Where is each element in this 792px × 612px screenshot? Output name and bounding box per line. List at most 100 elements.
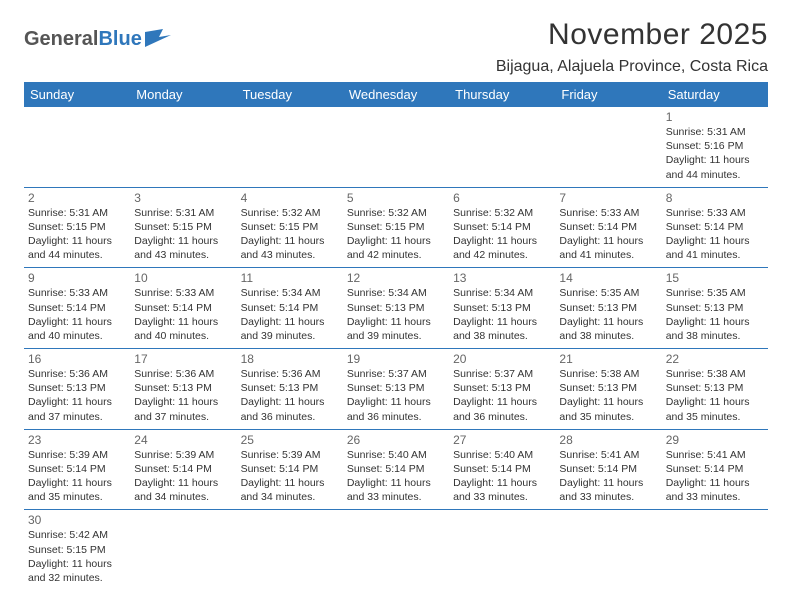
- day-info: Sunrise: 5:39 AMSunset: 5:14 PMDaylight:…: [241, 448, 339, 505]
- day-number: 16: [28, 352, 126, 366]
- sunset-line: Sunset: 5:14 PM: [134, 462, 232, 476]
- sunset-line: Sunset: 5:16 PM: [666, 139, 764, 153]
- weekday-header: Wednesday: [343, 82, 449, 107]
- sunrise-line: Sunrise: 5:33 AM: [134, 286, 232, 300]
- sunrise-line: Sunrise: 5:38 AM: [666, 367, 764, 381]
- sunset-line: Sunset: 5:15 PM: [347, 220, 445, 234]
- sunset-line: Sunset: 5:13 PM: [347, 301, 445, 315]
- day-number: 18: [241, 352, 339, 366]
- flag-icon: [145, 29, 171, 47]
- daylight-line: Daylight: 11 hours and 42 minutes.: [453, 234, 551, 262]
- sunset-line: Sunset: 5:14 PM: [453, 462, 551, 476]
- sunset-line: Sunset: 5:13 PM: [134, 381, 232, 395]
- weekday-header: Friday: [555, 82, 661, 107]
- sunrise-line: Sunrise: 5:33 AM: [28, 286, 126, 300]
- day-number: 30: [28, 513, 126, 527]
- daylight-line: Daylight: 11 hours and 42 minutes.: [347, 234, 445, 262]
- calendar-cell: 27Sunrise: 5:40 AMSunset: 5:14 PMDayligh…: [449, 429, 555, 510]
- day-info: Sunrise: 5:35 AMSunset: 5:13 PMDaylight:…: [559, 286, 657, 343]
- daylight-line: Daylight: 11 hours and 32 minutes.: [28, 557, 126, 585]
- calendar-cell: [24, 107, 130, 187]
- sunrise-line: Sunrise: 5:31 AM: [28, 206, 126, 220]
- month-title: November 2025: [496, 18, 768, 52]
- daylight-line: Daylight: 11 hours and 36 minutes.: [347, 395, 445, 423]
- calendar-cell: 18Sunrise: 5:36 AMSunset: 5:13 PMDayligh…: [237, 349, 343, 430]
- day-number: 21: [559, 352, 657, 366]
- calendar-cell: 1Sunrise: 5:31 AMSunset: 5:16 PMDaylight…: [662, 107, 768, 187]
- calendar-cell: [237, 510, 343, 590]
- daylight-line: Daylight: 11 hours and 34 minutes.: [241, 476, 339, 504]
- logo-text-general: General: [24, 28, 98, 51]
- day-number: 29: [666, 433, 764, 447]
- day-info: Sunrise: 5:33 AMSunset: 5:14 PMDaylight:…: [559, 206, 657, 263]
- sunset-line: Sunset: 5:13 PM: [666, 301, 764, 315]
- calendar-cell: 10Sunrise: 5:33 AMSunset: 5:14 PMDayligh…: [130, 268, 236, 349]
- day-number: 19: [347, 352, 445, 366]
- calendar-cell: [449, 510, 555, 590]
- calendar-row: 30Sunrise: 5:42 AMSunset: 5:15 PMDayligh…: [24, 510, 768, 590]
- daylight-line: Daylight: 11 hours and 33 minutes.: [559, 476, 657, 504]
- calendar-cell: [662, 510, 768, 590]
- calendar-cell: 7Sunrise: 5:33 AMSunset: 5:14 PMDaylight…: [555, 187, 661, 268]
- day-info: Sunrise: 5:33 AMSunset: 5:14 PMDaylight:…: [134, 286, 232, 343]
- day-number: 4: [241, 191, 339, 205]
- day-number: 13: [453, 271, 551, 285]
- daylight-line: Daylight: 11 hours and 36 minutes.: [453, 395, 551, 423]
- day-number: 8: [666, 191, 764, 205]
- day-info: Sunrise: 5:36 AMSunset: 5:13 PMDaylight:…: [28, 367, 126, 424]
- calendar-cell: 23Sunrise: 5:39 AMSunset: 5:14 PMDayligh…: [24, 429, 130, 510]
- sunrise-line: Sunrise: 5:39 AM: [241, 448, 339, 462]
- title-block: November 2025 Bijagua, Alajuela Province…: [496, 18, 768, 76]
- calendar-cell: [130, 510, 236, 590]
- day-number: 14: [559, 271, 657, 285]
- sunset-line: Sunset: 5:14 PM: [241, 301, 339, 315]
- daylight-line: Daylight: 11 hours and 33 minutes.: [347, 476, 445, 504]
- day-number: 27: [453, 433, 551, 447]
- calendar-cell: 17Sunrise: 5:36 AMSunset: 5:13 PMDayligh…: [130, 349, 236, 430]
- day-info: Sunrise: 5:31 AMSunset: 5:15 PMDaylight:…: [134, 206, 232, 263]
- sunset-line: Sunset: 5:14 PM: [453, 220, 551, 234]
- daylight-line: Daylight: 11 hours and 44 minutes.: [28, 234, 126, 262]
- sunset-line: Sunset: 5:13 PM: [559, 381, 657, 395]
- calendar-cell: 21Sunrise: 5:38 AMSunset: 5:13 PMDayligh…: [555, 349, 661, 430]
- sunrise-line: Sunrise: 5:34 AM: [241, 286, 339, 300]
- day-info: Sunrise: 5:32 AMSunset: 5:14 PMDaylight:…: [453, 206, 551, 263]
- sunset-line: Sunset: 5:14 PM: [241, 462, 339, 476]
- daylight-line: Daylight: 11 hours and 35 minutes.: [28, 476, 126, 504]
- sunset-line: Sunset: 5:14 PM: [559, 462, 657, 476]
- calendar-row: 16Sunrise: 5:36 AMSunset: 5:13 PMDayligh…: [24, 349, 768, 430]
- calendar-cell: 24Sunrise: 5:39 AMSunset: 5:14 PMDayligh…: [130, 429, 236, 510]
- day-number: 1: [666, 110, 764, 124]
- sunset-line: Sunset: 5:13 PM: [28, 381, 126, 395]
- sunrise-line: Sunrise: 5:40 AM: [347, 448, 445, 462]
- day-info: Sunrise: 5:33 AMSunset: 5:14 PMDaylight:…: [666, 206, 764, 263]
- daylight-line: Daylight: 11 hours and 33 minutes.: [453, 476, 551, 504]
- calendar-row: 9Sunrise: 5:33 AMSunset: 5:14 PMDaylight…: [24, 268, 768, 349]
- calendar-cell: 3Sunrise: 5:31 AMSunset: 5:15 PMDaylight…: [130, 187, 236, 268]
- sunset-line: Sunset: 5:15 PM: [28, 543, 126, 557]
- calendar-cell: 29Sunrise: 5:41 AMSunset: 5:14 PMDayligh…: [662, 429, 768, 510]
- calendar-cell: 2Sunrise: 5:31 AMSunset: 5:15 PMDaylight…: [24, 187, 130, 268]
- day-info: Sunrise: 5:34 AMSunset: 5:14 PMDaylight:…: [241, 286, 339, 343]
- daylight-line: Daylight: 11 hours and 38 minutes.: [453, 315, 551, 343]
- daylight-line: Daylight: 11 hours and 35 minutes.: [666, 395, 764, 423]
- sunrise-line: Sunrise: 5:41 AM: [559, 448, 657, 462]
- day-info: Sunrise: 5:39 AMSunset: 5:14 PMDaylight:…: [28, 448, 126, 505]
- sunrise-line: Sunrise: 5:40 AM: [453, 448, 551, 462]
- daylight-line: Daylight: 11 hours and 40 minutes.: [134, 315, 232, 343]
- daylight-line: Daylight: 11 hours and 38 minutes.: [559, 315, 657, 343]
- daylight-line: Daylight: 11 hours and 36 minutes.: [241, 395, 339, 423]
- sunrise-line: Sunrise: 5:37 AM: [347, 367, 445, 381]
- day-info: Sunrise: 5:40 AMSunset: 5:14 PMDaylight:…: [453, 448, 551, 505]
- daylight-line: Daylight: 11 hours and 33 minutes.: [666, 476, 764, 504]
- calendar-body: 1Sunrise: 5:31 AMSunset: 5:16 PMDaylight…: [24, 107, 768, 590]
- sunrise-line: Sunrise: 5:31 AM: [666, 125, 764, 139]
- sunset-line: Sunset: 5:13 PM: [559, 301, 657, 315]
- calendar-cell: 13Sunrise: 5:34 AMSunset: 5:13 PMDayligh…: [449, 268, 555, 349]
- day-info: Sunrise: 5:38 AMSunset: 5:13 PMDaylight:…: [559, 367, 657, 424]
- sunset-line: Sunset: 5:14 PM: [666, 220, 764, 234]
- day-info: Sunrise: 5:33 AMSunset: 5:14 PMDaylight:…: [28, 286, 126, 343]
- sunset-line: Sunset: 5:15 PM: [134, 220, 232, 234]
- calendar-cell: 8Sunrise: 5:33 AMSunset: 5:14 PMDaylight…: [662, 187, 768, 268]
- day-info: Sunrise: 5:37 AMSunset: 5:13 PMDaylight:…: [453, 367, 551, 424]
